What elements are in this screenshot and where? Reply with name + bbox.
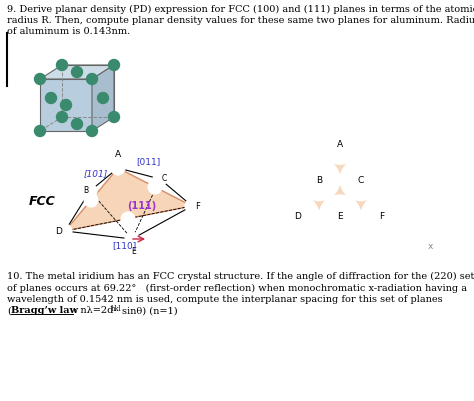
Polygon shape <box>40 66 114 80</box>
Circle shape <box>72 67 82 78</box>
Circle shape <box>277 196 319 237</box>
Circle shape <box>46 93 56 104</box>
Polygon shape <box>319 144 361 180</box>
Circle shape <box>56 60 67 71</box>
Circle shape <box>58 225 72 239</box>
Circle shape <box>86 74 98 85</box>
Circle shape <box>361 196 403 237</box>
Text: E: E <box>132 246 137 255</box>
Circle shape <box>109 60 119 71</box>
Circle shape <box>382 159 424 201</box>
Circle shape <box>185 200 199 213</box>
Circle shape <box>319 123 361 165</box>
Polygon shape <box>298 180 340 217</box>
Circle shape <box>111 162 125 176</box>
Circle shape <box>340 159 382 201</box>
Text: A: A <box>337 140 343 148</box>
Text: D: D <box>55 227 62 236</box>
Circle shape <box>83 184 97 198</box>
Circle shape <box>148 180 162 194</box>
Circle shape <box>277 123 319 165</box>
Text: x: x <box>428 242 433 251</box>
Text: D: D <box>294 212 301 221</box>
Text: A: A <box>115 150 121 159</box>
Circle shape <box>403 196 445 237</box>
Polygon shape <box>65 168 192 231</box>
Text: C: C <box>162 174 167 183</box>
Circle shape <box>298 159 340 201</box>
Circle shape <box>153 172 167 186</box>
Circle shape <box>61 100 72 111</box>
Text: B: B <box>316 176 322 185</box>
Text: radius R. Then, compute planar density values for these same two planes for alum: radius R. Then, compute planar density v… <box>7 16 474 25</box>
Text: : nλ=2d: : nλ=2d <box>74 306 114 315</box>
Text: wavelength of 0.1542 nm is used, compute the interplanar spacing for this set of: wavelength of 0.1542 nm is used, compute… <box>7 294 443 303</box>
Polygon shape <box>319 180 361 217</box>
Text: 9. Derive planar density (PD) expression for FCC (100) and (111) planes in terms: 9. Derive planar density (PD) expression… <box>7 5 474 14</box>
Circle shape <box>84 194 98 207</box>
Text: Bragg’w law: Bragg’w law <box>11 306 79 315</box>
Text: (111): (111) <box>128 200 156 211</box>
Text: FCC: FCC <box>28 195 55 208</box>
Circle shape <box>319 196 361 237</box>
Text: F: F <box>380 212 384 221</box>
Circle shape <box>361 123 403 165</box>
Text: B: B <box>83 186 88 195</box>
Circle shape <box>72 119 82 130</box>
Text: F: F <box>195 202 200 211</box>
Text: of planes occurs at 69.22°   (first-order reflection) when monochromatic x-radia: of planes occurs at 69.22° (first-order … <box>7 283 467 292</box>
Circle shape <box>35 74 46 85</box>
Text: E: E <box>337 212 343 221</box>
Text: C: C <box>358 176 364 185</box>
Polygon shape <box>340 180 382 217</box>
Polygon shape <box>92 66 114 132</box>
Circle shape <box>125 233 139 246</box>
Text: [110]: [110] <box>112 241 136 250</box>
Circle shape <box>86 126 98 137</box>
Text: [011]: [011] <box>136 157 160 166</box>
Circle shape <box>256 159 298 201</box>
Circle shape <box>35 126 46 137</box>
Text: [101]: [101] <box>84 169 108 178</box>
Text: 10. The metal iridium has an FCC crystal structure. If the angle of diffraction : 10. The metal iridium has an FCC crystal… <box>7 271 474 280</box>
Text: hkl: hkl <box>110 304 121 312</box>
Circle shape <box>56 112 67 123</box>
Circle shape <box>109 112 119 123</box>
Polygon shape <box>40 80 92 132</box>
Circle shape <box>98 93 109 104</box>
Text: sinθ) (n=1): sinθ) (n=1) <box>122 306 178 315</box>
Circle shape <box>235 196 277 237</box>
Circle shape <box>121 213 135 227</box>
Text: of aluminum is 0.143nm.: of aluminum is 0.143nm. <box>7 27 130 36</box>
Text: (: ( <box>7 306 11 315</box>
